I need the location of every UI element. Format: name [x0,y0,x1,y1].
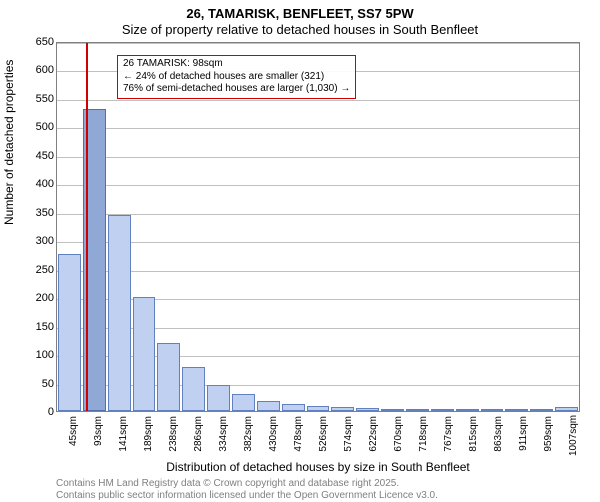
x-tick-label: 286sqm [193,416,204,456]
y-tick-label: 300 [14,235,54,247]
histogram-bar [530,409,553,411]
histogram-bar [356,408,379,411]
histogram-bar [282,404,305,411]
chart-title-line1: 26, TAMARISK, BENFLEET, SS7 5PW [0,6,600,21]
x-tick-label: 622sqm [368,416,379,456]
x-tick-label: 1007sqm [568,416,579,456]
marker-line [86,43,88,411]
histogram-bar [207,385,230,411]
histogram-bar [381,409,404,411]
x-tick-label: 382sqm [243,416,254,456]
histogram-bar [456,409,479,411]
x-tick-label: 767sqm [443,416,454,456]
y-tick-label: 150 [14,321,54,333]
histogram-bar [108,215,131,411]
y-tick-label: 250 [14,264,54,276]
y-axis-label: Number of detached properties [2,60,16,225]
histogram-bar [555,407,578,411]
histogram-bar [331,407,354,411]
y-tick-label: 650 [14,36,54,48]
y-tick-label: 550 [14,93,54,105]
y-tick-label: 500 [14,121,54,133]
x-tick-label: 959sqm [543,416,554,456]
x-tick-label: 815sqm [468,416,479,456]
x-tick-label: 718sqm [418,416,429,456]
histogram-bar [157,343,180,411]
histogram-bar [182,367,205,411]
x-tick-label: 430sqm [268,416,279,456]
histogram-bar [307,406,330,411]
x-tick-label: 863sqm [493,416,504,456]
y-tick-label: 350 [14,207,54,219]
chart-title-line2: Size of property relative to detached ho… [0,22,600,37]
y-tick-label: 600 [14,64,54,76]
histogram-bar [505,409,528,411]
annotation-line1: 26 TAMARISK: 98sqm [123,58,350,71]
x-tick-label: 45sqm [68,416,79,456]
histogram-bar [431,409,454,411]
x-tick-label: 238sqm [168,416,179,456]
x-tick-label: 574sqm [343,416,354,456]
x-tick-label: 526sqm [318,416,329,456]
plot-area: 26 TAMARISK: 98sqm ← 24% of detached hou… [56,42,580,412]
x-tick-label: 141sqm [118,416,129,456]
histogram-bar [481,409,504,411]
x-tick-label: 334sqm [218,416,229,456]
x-tick-label: 478sqm [293,416,304,456]
x-tick-label: 911sqm [518,416,529,456]
annotation-box: 26 TAMARISK: 98sqm ← 24% of detached hou… [117,55,356,99]
histogram-bar [406,409,429,411]
histogram-bar [58,254,81,411]
x-tick-label: 93sqm [93,416,104,456]
annotation-line3: 76% of semi-detached houses are larger (… [123,83,350,96]
annotation-line2: ← 24% of detached houses are smaller (32… [123,71,350,84]
y-tick-label: 400 [14,178,54,190]
x-axis-label: Distribution of detached houses by size … [56,460,580,474]
attribution-line2: Contains public sector information licen… [56,490,580,502]
y-tick-label: 50 [14,378,54,390]
chart-container: 26, TAMARISK, BENFLEET, SS7 5PW Size of … [0,0,600,500]
y-tick-label: 200 [14,292,54,304]
y-tick-label: 450 [14,150,54,162]
x-tick-label: 670sqm [393,416,404,456]
histogram-bar [232,394,255,411]
attribution-line1: Contains HM Land Registry data © Crown c… [56,478,580,490]
x-tick-label: 189sqm [143,416,154,456]
histogram-bar [133,297,156,411]
y-tick-label: 100 [14,349,54,361]
histogram-bar [257,401,280,411]
y-tick-label: 0 [14,406,54,418]
attribution: Contains HM Land Registry data © Crown c… [56,478,580,502]
